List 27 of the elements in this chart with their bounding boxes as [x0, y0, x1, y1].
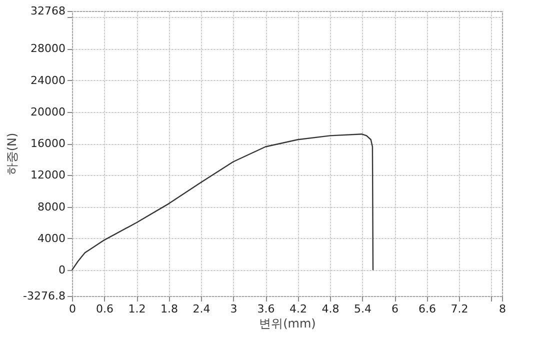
y-tick-label: 8000 — [38, 200, 66, 214]
y-tick-label: 0 — [58, 264, 66, 277]
y-tick-label: 20000 — [30, 105, 66, 118]
y-tick-label: -3276.8 — [23, 290, 66, 302]
x-tick-label: 1.8 — [160, 302, 178, 316]
y-tick-label: 28000 — [30, 42, 66, 56]
x-tick-label: 6 — [392, 302, 398, 316]
x-tick-label: 0.6 — [96, 302, 114, 316]
x-tick-label: 4.2 — [290, 302, 307, 316]
x-tick-label: 3.6 — [257, 302, 275, 316]
x-tick-label: 1.2 — [128, 302, 146, 316]
x-tick-label: 3 — [230, 302, 238, 316]
x-tick-label: 7.2 — [450, 302, 468, 316]
y-tick-label: 4000 — [38, 232, 66, 245]
line-series — [71, 133, 374, 271]
x-tick-label: 4.8 — [322, 302, 340, 316]
y-axis-title: 하중(N) — [5, 132, 20, 176]
x-tick-label: 6.6 — [418, 302, 436, 316]
x-tick-label: 5.4 — [354, 302, 372, 316]
x-tick-label: 0 — [69, 302, 76, 316]
y-tick-label: 24000 — [30, 74, 66, 87]
x-tick-label: 8 — [499, 302, 506, 316]
y-tick-label: 16000 — [30, 137, 66, 150]
x-axis-title: 변위(mm) — [259, 316, 316, 330]
y-tick-label: 12000 — [30, 168, 66, 182]
x-tick-label: 2.4 — [192, 302, 210, 316]
y-tick-label: 32768 — [30, 4, 66, 18]
